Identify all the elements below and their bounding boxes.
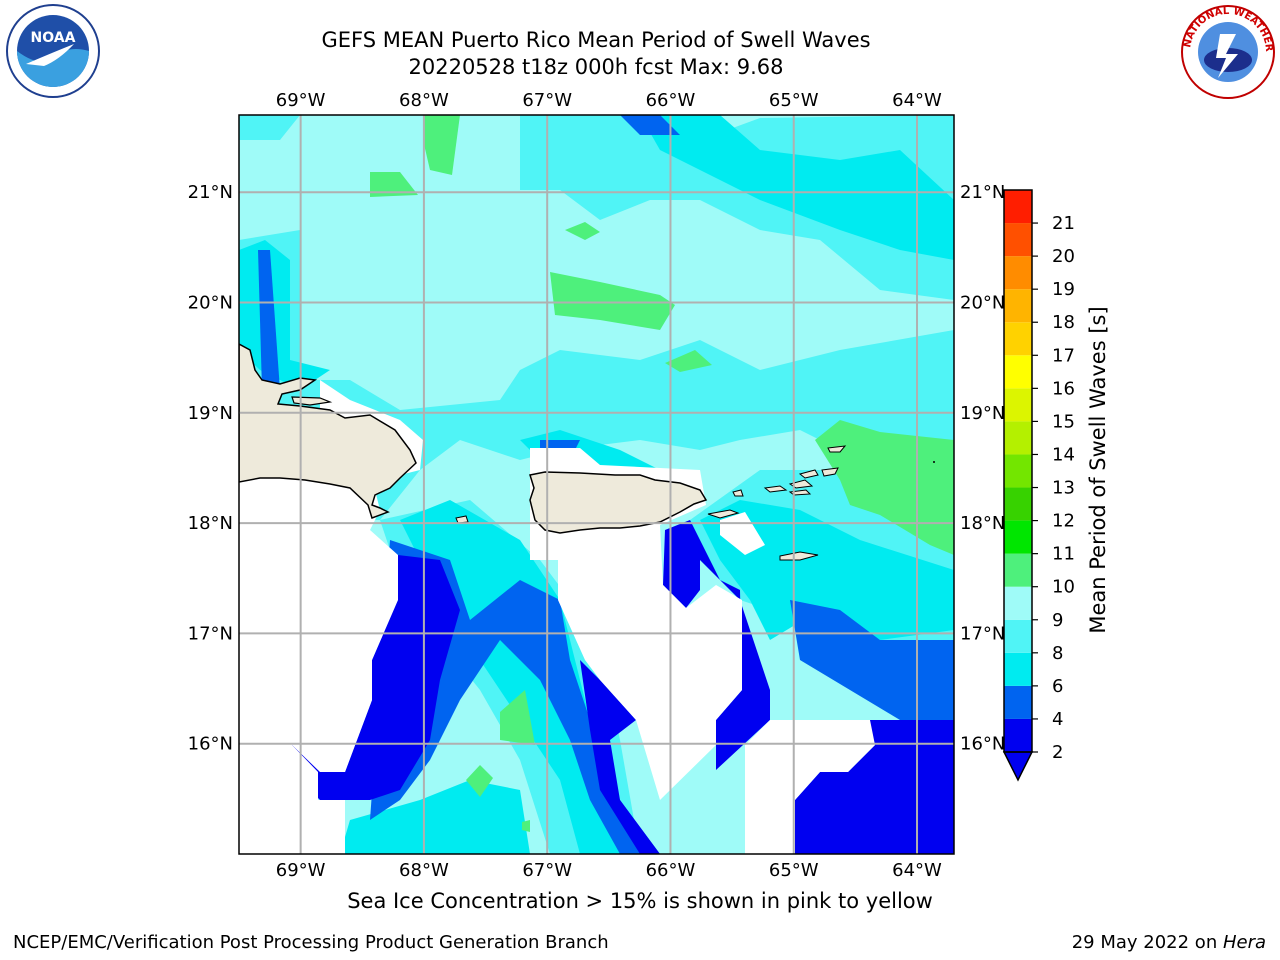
lon-label-bottom: 66°W <box>646 860 696 881</box>
field-level-9-10 <box>370 115 954 832</box>
lat-label-right: 17°N <box>960 623 1005 644</box>
map-axis-labels: 69°W 69°W 68°W 68°W 67°W 67°W 66°W 66°W 65°W 65°W… <box>188 90 1006 881</box>
lat-label-left: 21°N <box>188 182 233 203</box>
lon-label-bottom: 67°W <box>522 860 572 881</box>
colorbar-swatch <box>1004 190 1032 224</box>
lat-label-left: 17°N <box>188 623 233 644</box>
colorbar-swatch <box>1004 388 1032 422</box>
footer-machine: Hera <box>1222 932 1266 953</box>
colorbar-tick-label: 12 <box>1052 511 1075 532</box>
colorbar-tick-label: 10 <box>1052 577 1075 598</box>
chart-subtitle: 20220528 t18z 000h fcst Max: 9.68 <box>408 55 784 79</box>
colorbar-swatch <box>1004 355 1032 389</box>
colorbar-swatch <box>1004 685 1032 719</box>
land-hispaniola <box>239 343 417 519</box>
colorbar-tick-label: 20 <box>1052 246 1075 267</box>
colorbar-title: Mean Period of Swell Waves [s] <box>1086 306 1110 634</box>
colorbar-tick-label: 17 <box>1052 345 1075 366</box>
footer-date: 29 May 2022 on Hera <box>1072 932 1266 953</box>
colorbar-tick-label: 2 <box>1052 742 1063 763</box>
land-culebra <box>732 489 744 497</box>
colorbar-swatch <box>1004 322 1032 356</box>
lon-label-top: 66°W <box>646 90 696 111</box>
sea-ice-note: Sea Ice Concentration > 15% is shown in … <box>347 889 933 913</box>
lat-label-left: 19°N <box>188 403 233 424</box>
lon-label-top: 69°W <box>276 90 326 111</box>
lon-label-top: 68°W <box>399 90 449 111</box>
colorbar-swatch <box>1004 289 1032 323</box>
noaa-logo: NOAA <box>6 4 100 98</box>
colorbar-swatch <box>1004 652 1032 686</box>
colorbar-swatch <box>1004 454 1032 488</box>
lat-label-left: 20°N <box>188 293 233 314</box>
land-virgin-islands <box>763 445 847 561</box>
colorbar: 2 4 6 8 9 10 11 12 13 14 15 16 17 18 19 20 21 <box>1002 189 1075 782</box>
land-mona-island <box>455 515 469 524</box>
land-vieques <box>707 509 740 519</box>
footer-credit: NCEP/EMC/Verification Post Processing Pr… <box>13 932 609 953</box>
colorbar-frame <box>1003 189 1033 753</box>
lon-label-bottom: 65°W <box>769 860 819 881</box>
colorbar-tick-label: 11 <box>1052 544 1075 565</box>
lon-label-bottom: 68°W <box>399 860 449 881</box>
map-frame <box>238 114 955 855</box>
colorbar-tick-label: 18 <box>1052 312 1075 333</box>
map-gridlines <box>239 115 954 854</box>
chart-title: GEFS MEAN Puerto Rico Mean Period of Swe… <box>321 28 871 52</box>
lon-label-bottom: 64°W <box>892 860 942 881</box>
colorbar-tick-label: 13 <box>1052 478 1075 499</box>
noaa-logo-text: NOAA <box>31 30 76 46</box>
colorbar-swatch <box>1004 586 1032 620</box>
colorbar-swatch <box>1004 520 1032 554</box>
colorbar-tick-label: 9 <box>1052 610 1063 631</box>
lon-label-top: 65°W <box>769 90 819 111</box>
lat-label-right: 16°N <box>960 734 1005 755</box>
colorbar-swatch <box>1004 421 1032 455</box>
lon-label-bottom: 69°W <box>276 860 326 881</box>
lat-label-right: 21°N <box>960 182 1005 203</box>
footer-date-text: 29 May 2022 on <box>1071 932 1223 953</box>
colorbar-swatch <box>1004 223 1032 257</box>
nws-logo: NATIONAL WEATHER SERVICE <box>1180 4 1275 99</box>
colorbar-tick-label: 19 <box>1052 279 1075 300</box>
colorbar-under-arrow <box>1002 751 1034 782</box>
colorbar-swatch <box>1004 487 1032 521</box>
lon-label-top: 67°W <box>522 90 572 111</box>
colorbar-tick-label: 15 <box>1052 411 1075 432</box>
colorbar-swatch <box>1004 256 1032 290</box>
lat-label-left: 18°N <box>188 513 233 534</box>
lat-label-right: 18°N <box>960 513 1005 534</box>
colorbar-tick-label: 14 <box>1052 444 1075 465</box>
colorbar-tick-label: 8 <box>1052 643 1063 664</box>
lat-label-right: 20°N <box>960 293 1005 314</box>
colorbar-swatch <box>1004 619 1032 653</box>
lat-label-right: 19°N <box>960 403 1005 424</box>
colorbar-tick-label: 16 <box>1052 378 1075 399</box>
colorbar-swatch <box>1004 718 1032 752</box>
lon-label-top: 64°W <box>892 90 942 111</box>
map-field <box>239 115 954 854</box>
field-masked-area <box>239 380 875 854</box>
colorbar-tick-label: 21 <box>1052 213 1075 234</box>
colorbar-tick-label: 4 <box>1052 709 1063 730</box>
lat-label-left: 16°N <box>188 734 233 755</box>
colorbar-tick-label: 6 <box>1052 676 1063 697</box>
colorbar-swatch <box>1004 553 1032 587</box>
